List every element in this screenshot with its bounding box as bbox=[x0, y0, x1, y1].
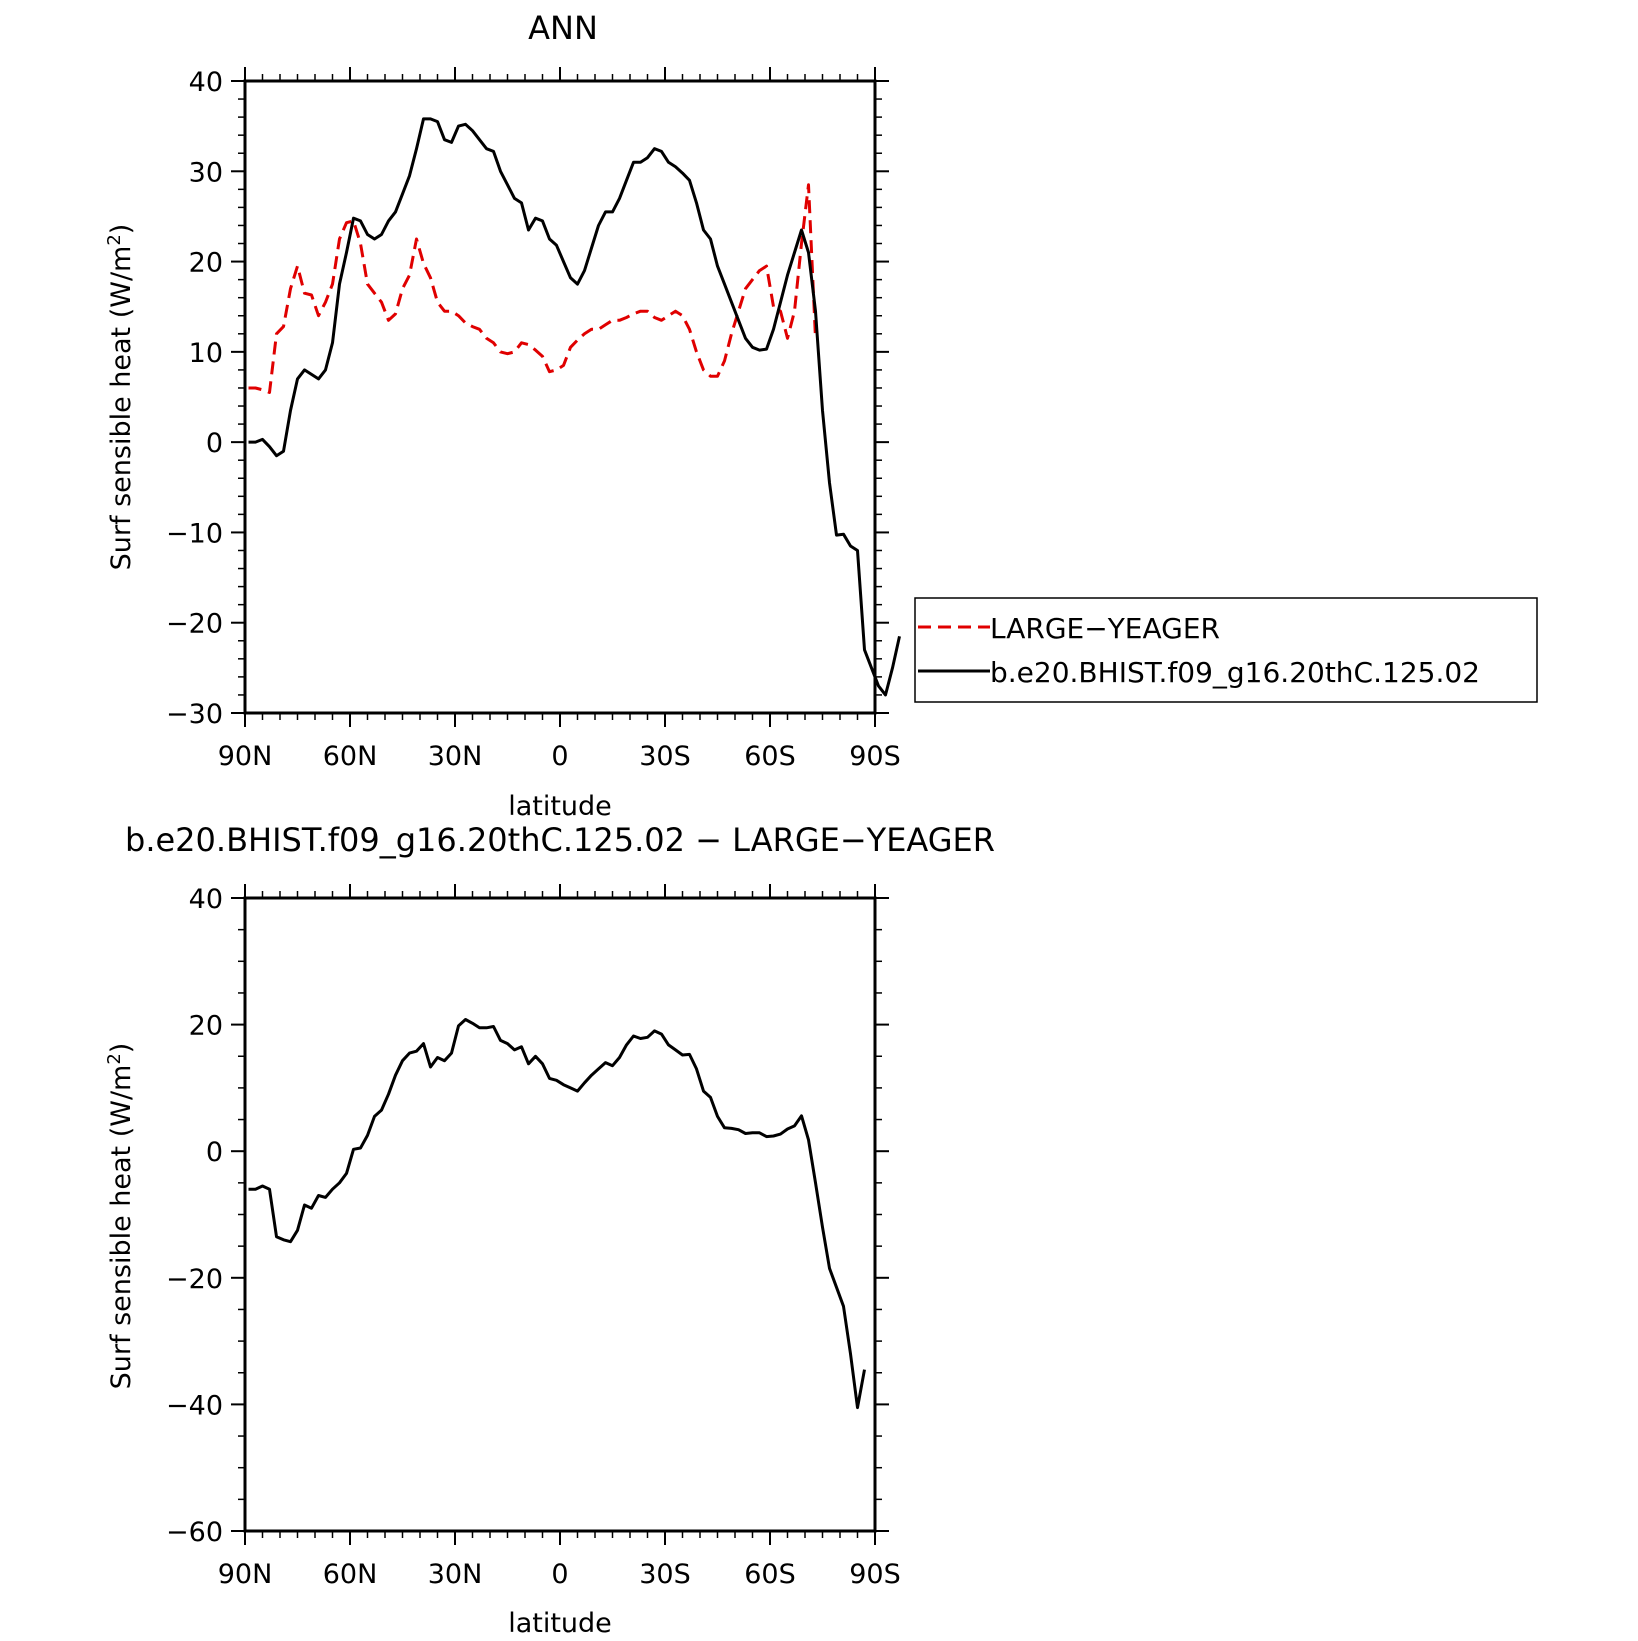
bottom-ytick-label: −20 bbox=[166, 1264, 223, 1295]
top-xtick-label: 30S bbox=[639, 741, 691, 772]
top-x-tick-labels: 90N 60N 30N 0 30S 60S 90S bbox=[218, 741, 901, 772]
bottom-ytick-label: −60 bbox=[166, 1517, 223, 1548]
bottom-chart-panel: b.e20.BHIST.f09_g16.20thC.125.02 − LARGE… bbox=[104, 821, 995, 1639]
bottom-y-tick-labels: 40 20 0 −20 −40 −60 bbox=[166, 884, 223, 1548]
bottom-xtick-label: 30S bbox=[639, 1559, 691, 1590]
top-ytick-label: 10 bbox=[189, 338, 223, 369]
bottom-y-axis-label-sup: 2 bbox=[104, 1053, 125, 1064]
legend: LARGE−YEAGER b.e20.BHIST.f09_g16.20thC.1… bbox=[914, 597, 1538, 703]
top-y-axis-label-text: Surf sensible heat (W/m bbox=[106, 246, 137, 571]
top-ytick-label: −20 bbox=[166, 609, 223, 640]
top-series-line-1 bbox=[248, 117, 901, 697]
top-y-axis-label-sup: 2 bbox=[104, 234, 125, 245]
top-xtick-label: 90N bbox=[218, 741, 273, 772]
bottom-axis-ticks bbox=[231, 884, 889, 1545]
bottom-xtick-label: 90N bbox=[218, 1559, 273, 1590]
bottom-x-tick-labels: 90N 60N 30N 0 30S 60S 90S bbox=[218, 1559, 901, 1590]
bottom-x-axis-label: latitude bbox=[508, 1608, 612, 1639]
top-series-line-0 bbox=[248, 183, 817, 394]
bottom-y-axis-label-text: Surf sensible heat (W/m bbox=[106, 1065, 137, 1390]
top-plot-frame bbox=[243, 79, 877, 715]
top-series-group bbox=[248, 117, 901, 697]
top-xtick-label: 0 bbox=[551, 741, 568, 772]
top-ytick-label: −30 bbox=[166, 699, 223, 730]
bottom-ytick-label: 40 bbox=[189, 884, 223, 915]
bottom-xtick-label: 30N bbox=[428, 1559, 483, 1590]
bottom-chart-title: b.e20.BHIST.f09_g16.20thC.125.02 − LARGE… bbox=[125, 821, 995, 859]
top-xtick-label: 90S bbox=[849, 741, 901, 772]
bottom-series-group bbox=[248, 1018, 866, 1410]
bottom-xtick-label: 60S bbox=[744, 1559, 796, 1590]
bottom-plot-frame bbox=[243, 896, 877, 1533]
bottom-series-line-0 bbox=[248, 1018, 866, 1410]
bottom-ytick-label: 20 bbox=[189, 1011, 223, 1042]
top-y-axis-label-close: ) bbox=[106, 224, 137, 235]
top-chart-title: ANN bbox=[528, 9, 598, 47]
legend-label-bhist: b.e20.BHIST.f09_g16.20thC.125.02 bbox=[990, 656, 1480, 689]
top-xtick-label: 60S bbox=[744, 741, 796, 772]
bottom-ytick-label: −40 bbox=[166, 1390, 223, 1421]
bottom-xtick-label: 0 bbox=[551, 1559, 568, 1590]
top-xtick-label: 30N bbox=[428, 741, 483, 772]
legend-box bbox=[914, 597, 1538, 703]
bottom-xtick-label: 60N bbox=[323, 1559, 378, 1590]
top-ytick-label: 0 bbox=[206, 428, 223, 459]
top-ytick-label: 40 bbox=[189, 67, 223, 98]
bottom-xtick-label: 90S bbox=[849, 1559, 901, 1590]
top-xtick-label: 60N bbox=[323, 741, 378, 772]
top-ytick-label: 30 bbox=[189, 157, 223, 188]
top-x-axis-label: latitude bbox=[508, 791, 612, 822]
legend-label-large-yeager: LARGE−YEAGER bbox=[990, 612, 1220, 645]
top-ytick-label: 20 bbox=[189, 248, 223, 279]
bottom-ytick-label: 0 bbox=[206, 1137, 223, 1168]
top-y-axis-label: Surf sensible heat (W/m2) bbox=[104, 224, 137, 571]
bottom-y-axis-label: Surf sensible heat (W/m2) bbox=[104, 1043, 137, 1390]
top-ytick-label: −10 bbox=[166, 518, 223, 549]
top-axis-ticks bbox=[231, 67, 889, 727]
bottom-y-axis-label-close: ) bbox=[106, 1043, 137, 1054]
top-y-tick-labels: 40 30 20 10 0 −10 −20 −30 bbox=[166, 67, 223, 730]
